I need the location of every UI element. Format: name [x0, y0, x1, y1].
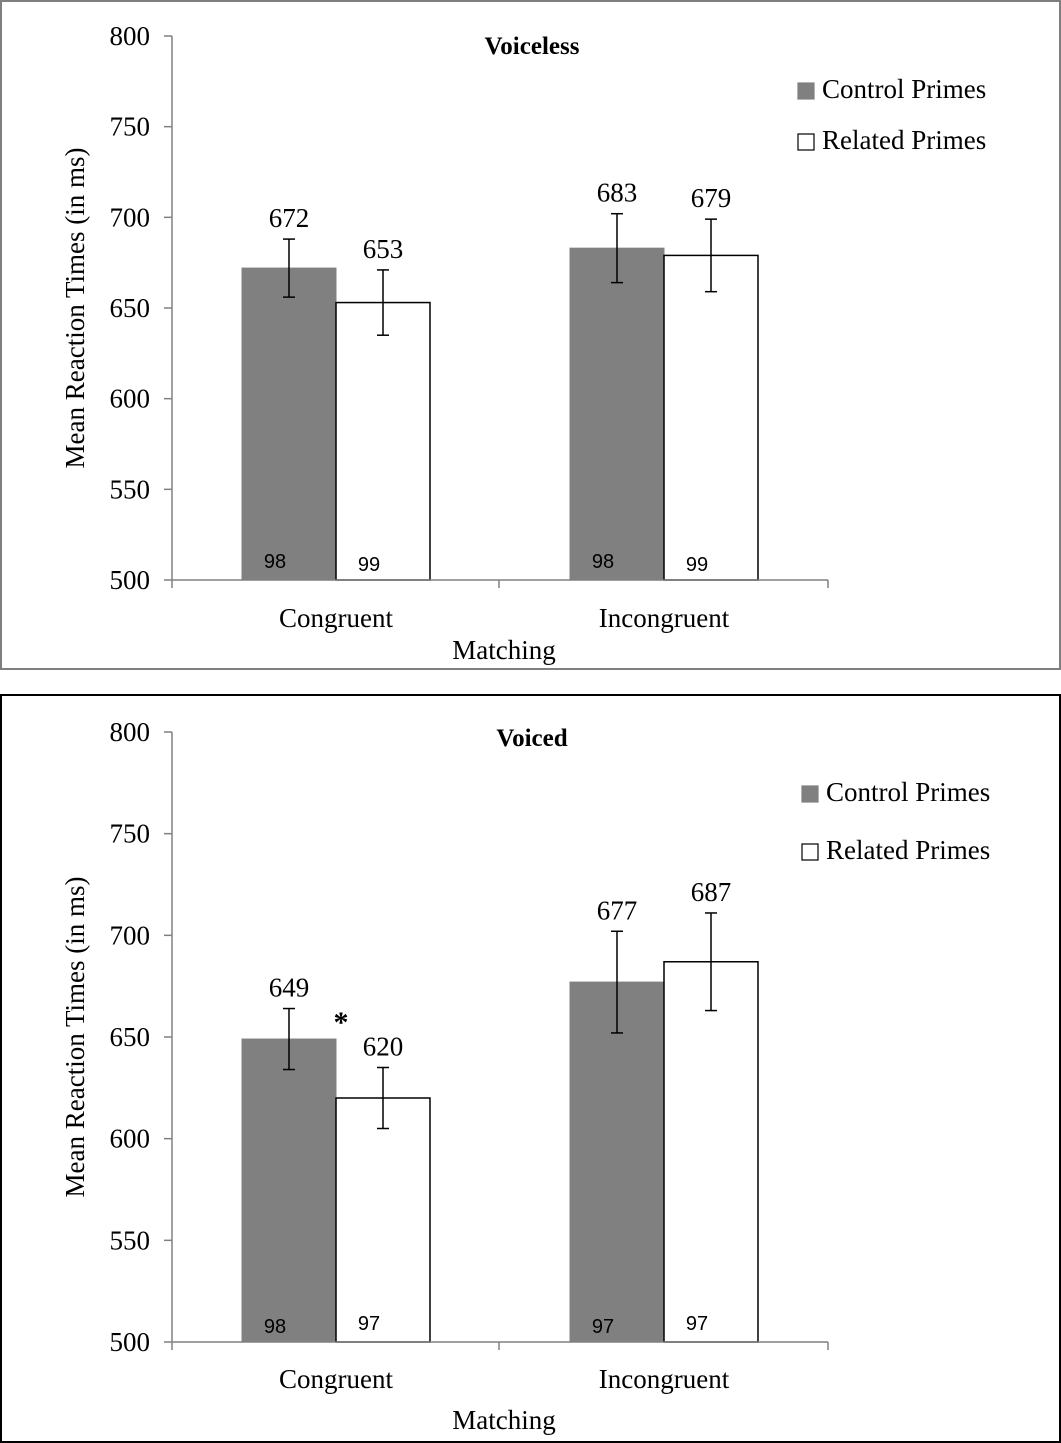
bar-count-label: 97 — [686, 1313, 708, 1335]
legend-swatch-control-primes — [801, 785, 819, 803]
y-tick-label: 550 — [110, 474, 151, 504]
bar-count-label: 98 — [264, 551, 286, 573]
y-tick-label: 650 — [110, 293, 151, 323]
voiced-chart-panel: Voiced 500 550 600 650 700 750 800 Mean Reaction… — [0, 694, 1061, 1443]
chart-title: Voiced — [496, 725, 567, 752]
y-tick-label: 600 — [110, 384, 151, 414]
bar-count-label: 99 — [686, 554, 708, 576]
y-tick-label: 650 — [110, 1022, 151, 1052]
bar-value-label: 679 — [691, 183, 732, 213]
voiceless-chart-panel: Voiceless 500 550 600 650 700 750 800 Mean React… — [0, 0, 1061, 670]
bar-value-label: 672 — [269, 203, 310, 233]
legend-swatch-control-primes — [797, 82, 815, 100]
voiced-chart: Voiced 500 550 600 650 700 750 800 Mean Reaction… — [60, 717, 990, 1435]
x-category-label: Incongruent — [599, 603, 730, 633]
bar-count-label: 98 — [264, 1316, 286, 1338]
y-tick-label: 550 — [110, 1225, 151, 1255]
y-tick-label: 600 — [110, 1124, 151, 1154]
bar-related-primes-incongruent — [663, 254, 759, 581]
bar-related-primes-congruent — [335, 301, 431, 581]
bar-value-label: 683 — [597, 178, 638, 208]
bar-related-primes-congruent — [335, 1097, 431, 1343]
y-axis-label: Mean Reaction Times (in ms) — [60, 877, 90, 1198]
bar-value-label: 653 — [363, 234, 404, 264]
bar-related-primes-incongruent — [663, 961, 759, 1343]
y-tick-label: 500 — [110, 565, 151, 595]
bar-count-label: 97 — [592, 1316, 614, 1338]
legend-swatch-related-primes — [801, 843, 819, 861]
chart-title: Voiceless — [485, 33, 580, 60]
significance-annotation: * — [334, 1006, 349, 1039]
y-axis-label: Mean Reaction Times (in ms) — [60, 148, 90, 469]
y-tick-label: 700 — [110, 920, 151, 950]
bar-control-primes-incongruent — [569, 247, 665, 581]
bar-control-primes-congruent — [241, 1038, 337, 1343]
x-axis-label: Matching — [452, 635, 555, 665]
bar-control-primes-congruent — [241, 267, 337, 581]
y-tick-label: 750 — [110, 819, 151, 849]
x-category-label: Congruent — [279, 603, 393, 633]
y-tick-label: 800 — [110, 21, 151, 51]
legend-label: Related Primes — [826, 835, 990, 865]
legend-label: Control Primes — [822, 74, 986, 104]
legend-label: Related Primes — [822, 125, 986, 155]
x-category-label: Congruent — [279, 1364, 393, 1394]
bar-value-label: 677 — [597, 895, 638, 925]
y-tick-label: 800 — [110, 717, 151, 747]
y-tick-label: 700 — [110, 202, 151, 232]
x-category-label: Incongruent — [599, 1364, 730, 1394]
bar-count-label: 99 — [358, 554, 380, 576]
legend-label: Control Primes — [826, 777, 990, 807]
bar-control-primes-incongruent — [569, 981, 665, 1343]
bar-count-label: 98 — [592, 551, 614, 573]
y-tick-label: 500 — [110, 1327, 151, 1357]
legend-swatch-related-primes — [797, 133, 815, 151]
bar-value-label: 649 — [269, 973, 310, 1003]
x-axis-label: Matching — [452, 1405, 555, 1435]
y-tick-label: 750 — [110, 112, 151, 142]
bar-value-label: 687 — [691, 877, 732, 907]
bar-value-label: 620 — [363, 1032, 404, 1062]
bar-count-label: 97 — [358, 1313, 380, 1335]
voiceless-chart: Voiceless 500 550 600 650 700 750 800 Mean React… — [60, 21, 986, 665]
